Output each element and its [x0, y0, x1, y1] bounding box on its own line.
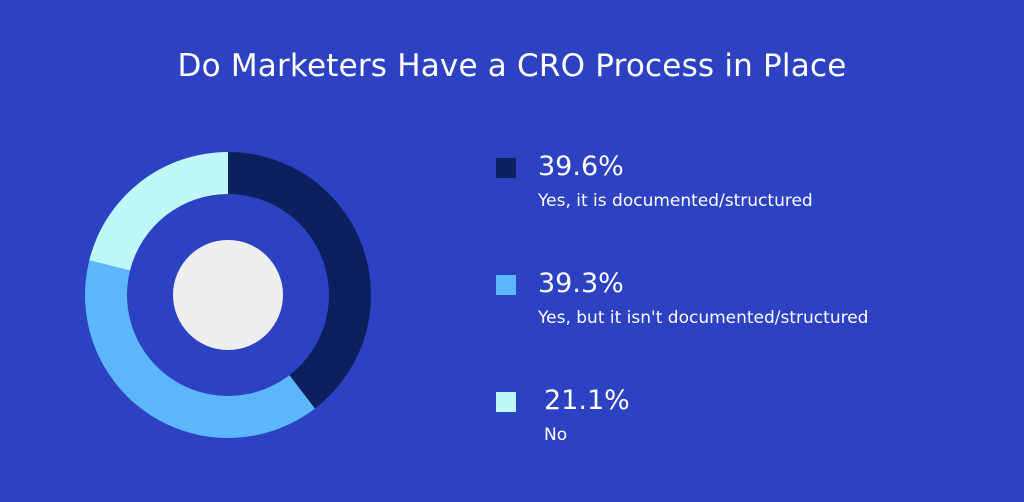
donut-slice [89, 152, 228, 271]
legend-label: No [544, 425, 568, 445]
chart-title: Do Marketers Have a CRO Process in Place [177, 48, 847, 84]
legend-label: Yes, but it isn't documented/structured [538, 308, 869, 328]
legend-swatch [496, 275, 516, 295]
chart-legend: 39.6% Yes, it is documented/structured 3… [496, 150, 996, 501]
legend-value: 39.6% [538, 151, 624, 182]
donut-chart [84, 152, 371, 438]
legend-value: 21.1% [544, 385, 630, 416]
legend-item-yes-not-documented: 39.3% Yes, but it isn't documented/struc… [496, 267, 996, 384]
legend-label: Yes, it is documented/structured [538, 191, 813, 211]
legend-swatch [496, 158, 516, 178]
donut-slices [84, 152, 371, 438]
donut-center [173, 240, 283, 350]
donut-slice [84, 260, 315, 438]
legend-item-yes-documented: 39.6% Yes, it is documented/structured [496, 150, 996, 267]
legend-swatch [496, 392, 516, 412]
legend-value: 39.3% [538, 268, 624, 299]
donut-slice [228, 152, 371, 409]
legend-item-no: 21.1% No [496, 384, 996, 501]
